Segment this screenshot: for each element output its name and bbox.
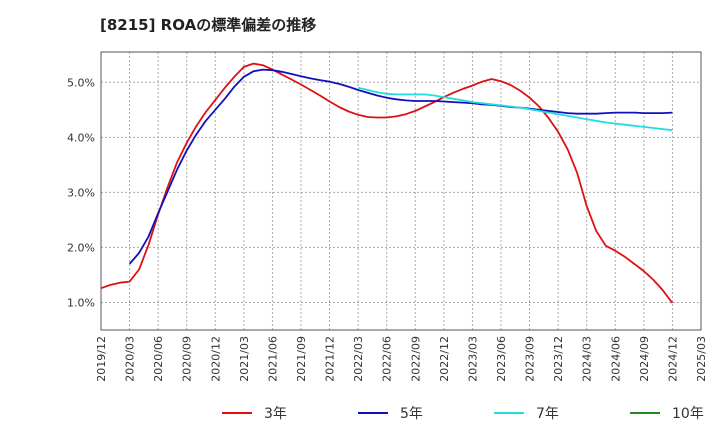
x-tick-label: 2020/09 [181, 336, 194, 382]
y-tick-label: 2.0% [67, 241, 95, 254]
x-tick-label: 2022/03 [352, 336, 365, 382]
y-tick-label: 4.0% [67, 131, 95, 144]
x-tick-label: 2024/03 [581, 336, 594, 382]
chart-title: [8215] ROAの標準偏差の推移 [100, 16, 316, 34]
x-tick-label: 2021/03 [238, 336, 251, 382]
legend-label-3: 10年 [672, 406, 704, 422]
grid [101, 52, 701, 330]
x-tick-label: 2021/12 [324, 336, 337, 382]
x-tick-label: 2022/09 [409, 336, 422, 382]
x-tick-label: 2024/12 [666, 336, 679, 382]
series-line-2 [357, 86, 673, 132]
y-tick-label: 1.0% [67, 296, 95, 309]
legend-label-0: 3年 [264, 406, 287, 422]
legend: 3年 5年 7年 10年 [222, 406, 704, 422]
x-tick-label: 2022/12 [438, 336, 451, 382]
x-tick-label: 2024/09 [638, 336, 651, 382]
x-tick-label: 2019/12 [95, 336, 108, 382]
x-tick-label: 2020/03 [124, 336, 137, 382]
legend-label-2: 7年 [536, 406, 559, 422]
x-tick-label: 2023/03 [466, 336, 479, 382]
x-tick-label: 2023/06 [495, 336, 508, 382]
x-tick-label: 2020/06 [152, 336, 165, 382]
x-tick-label: 2021/09 [295, 336, 308, 382]
x-tick-label: 2024/06 [609, 336, 622, 382]
x-tick-label: 2020/12 [209, 336, 222, 382]
x-tick-label: 2021/06 [266, 336, 279, 382]
series-lines [100, 62, 674, 304]
x-tick-label: 2022/06 [381, 336, 394, 382]
plot-frame [100, 51, 702, 331]
series-line-0 [100, 62, 674, 304]
series-line-1 [128, 68, 673, 265]
legend-label-1: 5年 [400, 406, 423, 422]
y-axis-ticks: 1.0% 2.0% 3.0% 4.0% 5.0% [67, 76, 95, 309]
x-tick-label: 2025/03 [695, 336, 708, 382]
x-axis-ticks: 2019/12 2020/03 2020/06 2020/09 2020/12 2021/… [95, 336, 708, 382]
x-tick-label: 2023/12 [552, 336, 565, 382]
y-tick-label: 3.0% [67, 186, 95, 199]
y-tick-label: 5.0% [67, 76, 95, 89]
x-tick-label: 2023/09 [524, 336, 537, 382]
